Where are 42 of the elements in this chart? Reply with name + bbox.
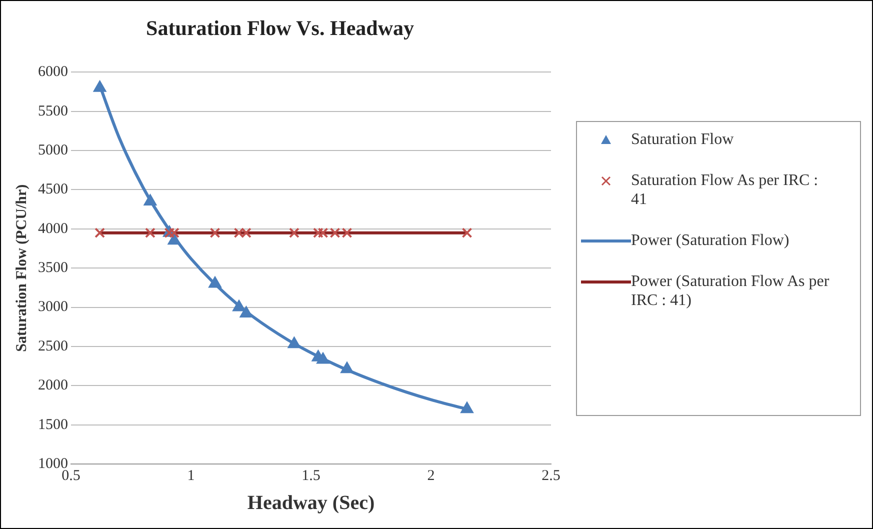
point — [94, 228, 106, 238]
point — [208, 276, 222, 288]
point — [312, 228, 324, 238]
point — [240, 306, 252, 318]
point — [318, 228, 328, 238]
point — [340, 362, 354, 374]
point — [460, 402, 474, 414]
y-tick-label: 4000 — [38, 220, 68, 237]
point — [316, 352, 330, 364]
y-tick-label: 2500 — [38, 338, 68, 354]
y-axis-title: Saturation Flow (PCU/hr) — [14, 184, 30, 352]
legend-label: Power (Saturation Flow As per IRC : 41) — [631, 272, 830, 310]
point — [168, 228, 180, 238]
chart-title: Saturation Flow Vs. Headway — [146, 16, 414, 40]
legend-label: Saturation Flow — [631, 130, 734, 149]
x-axis-title: Headway (Sec) — [247, 492, 375, 514]
legend-label: Saturation Flow As per IRC : 41 — [631, 171, 820, 209]
y-tick-label: 1500 — [38, 416, 68, 433]
x-tick-label: 2.5 — [542, 468, 560, 484]
y-tick-label: 5500 — [38, 103, 68, 120]
point — [232, 300, 246, 312]
point — [462, 228, 472, 238]
point — [144, 228, 156, 238]
legend-label: Power (Saturation Flow) — [631, 231, 790, 250]
y-tick-label: 5000 — [38, 142, 68, 158]
point — [210, 228, 220, 238]
y-tick-label: 6000 — [38, 64, 68, 80]
y-tick-label: 4500 — [38, 182, 68, 198]
y-tick-label: 3000 — [38, 299, 68, 316]
point — [234, 228, 244, 238]
y-tick-label: 2000 — [38, 378, 68, 394]
x-tick-label: 2 — [427, 468, 435, 484]
x-tick-label: 0.5 — [62, 468, 80, 484]
point — [288, 228, 300, 238]
point — [330, 228, 340, 238]
point — [342, 228, 352, 238]
x-tick-label: 1.5 — [302, 468, 320, 484]
y-tick-label: 3500 — [38, 260, 68, 276]
point — [168, 234, 180, 245]
point — [240, 228, 252, 238]
point — [288, 337, 300, 348]
x-tick-label: 1 — [187, 468, 195, 484]
